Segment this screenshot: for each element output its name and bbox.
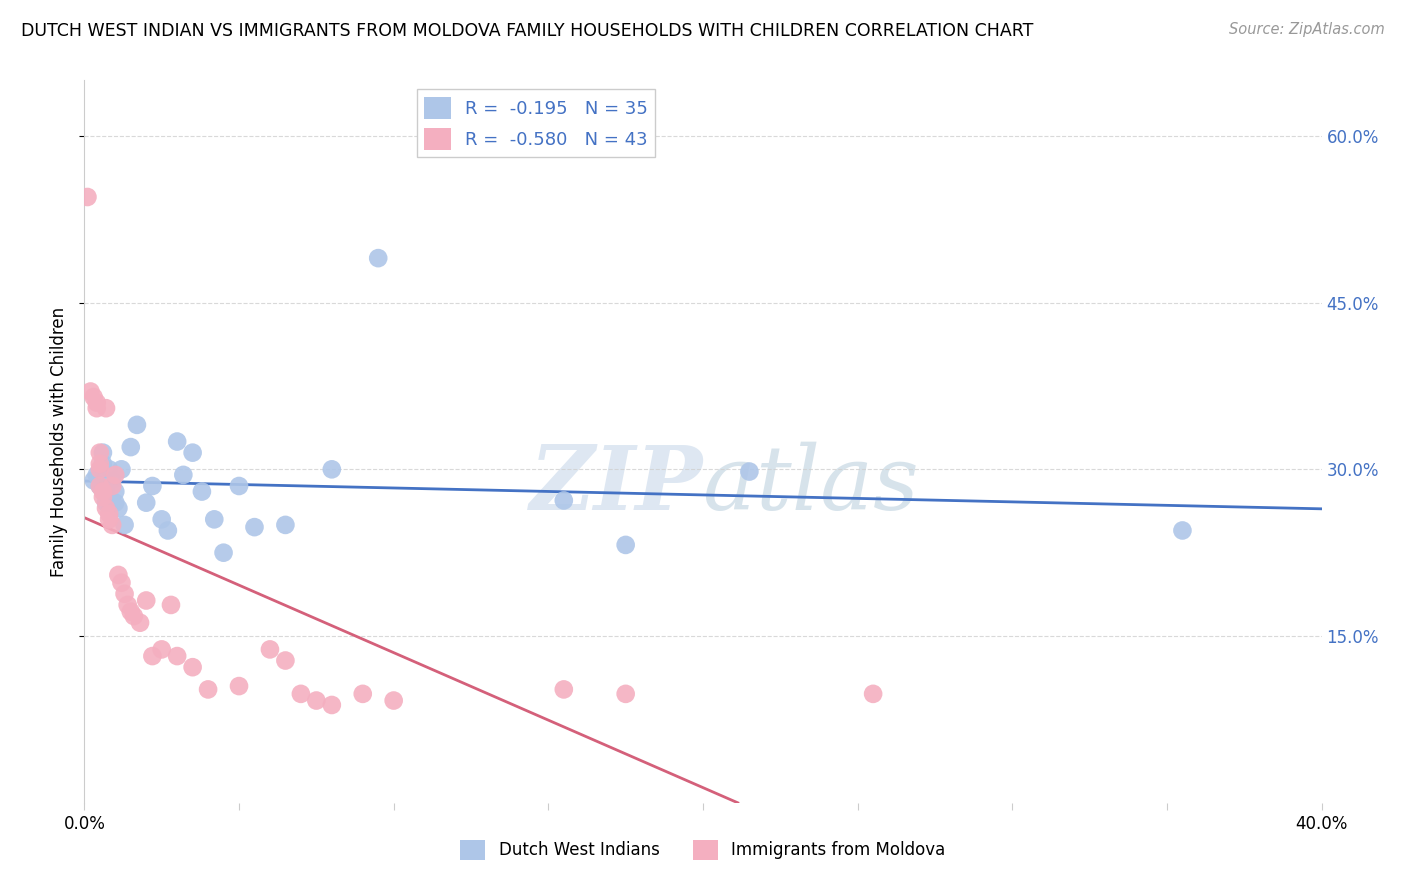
Point xyxy=(160,598,183,612)
Point xyxy=(738,465,761,479)
Point xyxy=(76,190,98,204)
Point xyxy=(98,462,121,476)
Y-axis label: Family Households with Children: Family Households with Children xyxy=(51,307,69,576)
Text: DUTCH WEST INDIAN VS IMMIGRANTS FROM MOLDOVA FAMILY HOUSEHOLDS WITH CHILDREN COR: DUTCH WEST INDIAN VS IMMIGRANTS FROM MOL… xyxy=(21,22,1033,40)
Point xyxy=(274,517,297,532)
Point xyxy=(104,467,127,482)
Point xyxy=(305,693,328,707)
Point xyxy=(120,440,142,454)
Point xyxy=(553,493,575,508)
Point xyxy=(141,479,163,493)
Point xyxy=(117,598,139,612)
Point xyxy=(122,609,145,624)
Point xyxy=(89,462,111,476)
Point xyxy=(862,687,884,701)
Point xyxy=(202,512,225,526)
Point xyxy=(89,479,111,493)
Legend: Dutch West Indians, Immigrants from Moldova: Dutch West Indians, Immigrants from Mold… xyxy=(454,833,952,867)
Point xyxy=(101,517,124,532)
Point xyxy=(86,467,108,482)
Point xyxy=(191,484,214,499)
Point xyxy=(290,687,312,701)
Point xyxy=(150,642,173,657)
Text: ZIP: ZIP xyxy=(530,442,703,528)
Point xyxy=(79,384,101,399)
Point xyxy=(83,390,105,404)
Point xyxy=(212,546,235,560)
Point xyxy=(107,568,129,582)
Point xyxy=(228,479,250,493)
Point xyxy=(94,496,117,510)
Point xyxy=(104,496,127,510)
Point xyxy=(1171,524,1194,538)
Point xyxy=(94,484,117,499)
Point xyxy=(141,649,163,664)
Point xyxy=(321,462,343,476)
Point xyxy=(91,457,114,471)
Point xyxy=(89,457,111,471)
Point xyxy=(104,484,127,499)
Point xyxy=(274,653,297,667)
Point xyxy=(243,520,266,534)
Point xyxy=(166,434,188,449)
Point xyxy=(228,679,250,693)
Point xyxy=(107,501,129,516)
Point xyxy=(181,660,204,674)
Point xyxy=(83,474,105,488)
Point xyxy=(110,575,132,590)
Text: Source: ZipAtlas.com: Source: ZipAtlas.com xyxy=(1229,22,1385,37)
Point xyxy=(382,693,405,707)
Text: atlas: atlas xyxy=(703,442,918,528)
Point xyxy=(614,538,637,552)
Point xyxy=(135,496,157,510)
Point xyxy=(352,687,374,701)
Point xyxy=(98,507,121,521)
Point xyxy=(197,682,219,697)
Point xyxy=(91,445,114,459)
Point xyxy=(172,467,194,482)
Point xyxy=(98,512,121,526)
Point xyxy=(156,524,179,538)
Point xyxy=(150,512,173,526)
Point xyxy=(114,587,136,601)
Point xyxy=(94,501,117,516)
Point xyxy=(101,479,124,493)
Point xyxy=(125,417,148,432)
Point xyxy=(321,698,343,712)
Point xyxy=(553,682,575,697)
Point xyxy=(114,517,136,532)
Point xyxy=(166,649,188,664)
Point xyxy=(135,593,157,607)
Point xyxy=(101,474,124,488)
Point xyxy=(86,395,108,409)
Point xyxy=(91,490,114,504)
Point xyxy=(614,687,637,701)
Point xyxy=(181,445,204,459)
Point xyxy=(367,251,389,265)
Point xyxy=(259,642,281,657)
Point xyxy=(120,605,142,619)
Point xyxy=(89,445,111,459)
Point xyxy=(89,479,111,493)
Point xyxy=(110,462,132,476)
Point xyxy=(86,401,108,416)
Point xyxy=(91,484,114,499)
Point xyxy=(129,615,152,630)
Point xyxy=(94,401,117,416)
